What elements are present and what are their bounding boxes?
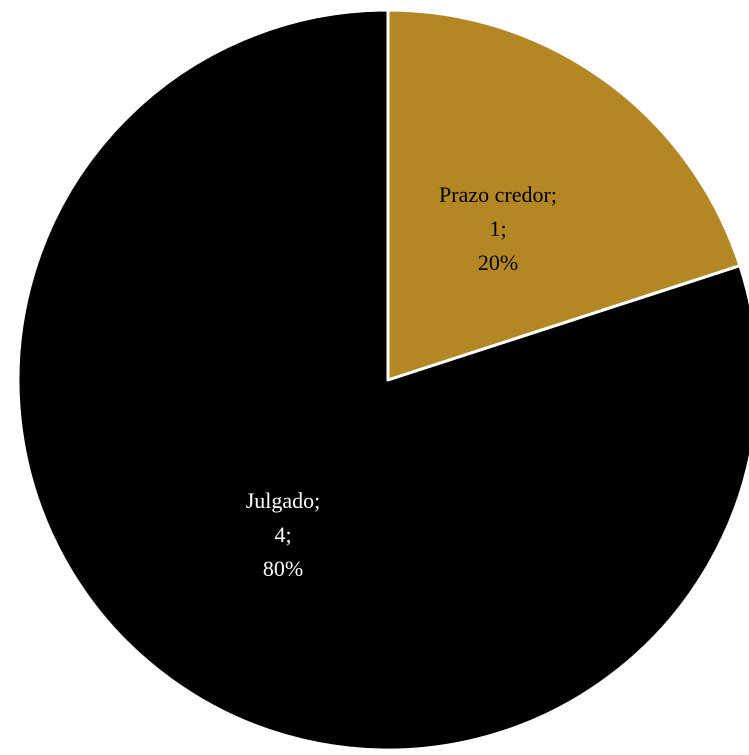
pie-slices [16,8,749,752]
data-label-name: Prazo credor; [439,182,557,207]
pie-slice-prazo-credor [386,8,742,382]
data-label-prazo-credor: Prazo credor; 1; 20% [439,182,557,275]
pie-labels: Prazo credor; 1; 20% Julgado; 4; 80% [246,182,557,581]
data-label-percent: 20% [478,250,518,275]
data-label-julgado: Julgado; 4; 80% [246,488,321,581]
data-label-percent: 80% [263,556,303,581]
data-label-value: 4; [274,522,291,547]
pie-slice-julgado [16,8,749,752]
data-label-value: 1; [489,216,506,241]
data-label-name: Julgado; [246,488,321,513]
